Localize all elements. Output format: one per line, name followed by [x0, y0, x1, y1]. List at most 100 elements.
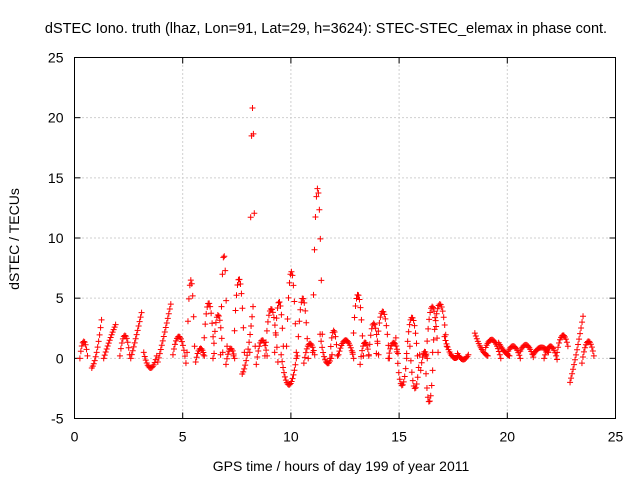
- data-point: [100, 355, 107, 362]
- data-point: [167, 301, 174, 308]
- pass-arc: [406, 343, 423, 392]
- data-point: [423, 352, 430, 359]
- data-point: [556, 339, 563, 346]
- data-point: [215, 313, 222, 320]
- data-point: [401, 373, 408, 380]
- x-tick-label: 20: [500, 429, 516, 445]
- data-point: [418, 359, 425, 366]
- data-point: [162, 324, 169, 331]
- data-point: [81, 339, 88, 346]
- data-point: [441, 322, 448, 329]
- x-tick-label: 0: [71, 429, 79, 445]
- data-point: [210, 333, 217, 340]
- pass-arc: [422, 351, 436, 405]
- data-point: [495, 348, 502, 355]
- data-point: [357, 304, 364, 311]
- data-point: [292, 320, 299, 327]
- pass-arc: [578, 338, 597, 367]
- data-point: [472, 333, 479, 340]
- data-point: [284, 315, 291, 322]
- data-point: [366, 341, 373, 348]
- data-point: [317, 331, 324, 338]
- data-point: [549, 344, 556, 351]
- data-point: [349, 349, 356, 356]
- pass-arc: [140, 349, 160, 372]
- data-point: [94, 344, 101, 351]
- data-point: [209, 355, 216, 362]
- data-point: [125, 344, 132, 351]
- data-point: [383, 322, 390, 329]
- pass-arc: [246, 105, 259, 356]
- data-point: [567, 379, 574, 386]
- data-point: [328, 334, 335, 341]
- data-point: [302, 349, 309, 356]
- data-point: [410, 317, 417, 324]
- data-point: [433, 323, 440, 330]
- data-point: [280, 364, 287, 371]
- data-point: [431, 326, 438, 333]
- data-point: [163, 319, 170, 326]
- data-point: [571, 361, 578, 368]
- data-point: [471, 330, 478, 337]
- data-point: [218, 335, 225, 342]
- data-point: [496, 351, 503, 358]
- pass-arc: [335, 337, 357, 362]
- data-point: [441, 333, 448, 340]
- data-point: [222, 267, 229, 274]
- data-point: [261, 352, 268, 359]
- data-point: [169, 351, 176, 358]
- data-point: [190, 313, 197, 320]
- data-point: [279, 358, 286, 365]
- data-point: [364, 346, 371, 353]
- data-point: [138, 309, 145, 316]
- data-point: [241, 349, 248, 356]
- data-point: [234, 282, 241, 288]
- pass-arc: [423, 303, 442, 359]
- data-point: [304, 335, 311, 342]
- data-point: [118, 339, 125, 346]
- pass-arc: [271, 299, 287, 356]
- data-point: [348, 347, 355, 354]
- data-point: [587, 341, 594, 348]
- data-point: [218, 303, 225, 310]
- pass-arc: [209, 312, 226, 362]
- data-point: [224, 343, 231, 350]
- data-point: [84, 352, 91, 359]
- data-point: [409, 314, 416, 321]
- data-point: [262, 342, 269, 349]
- data-point: [402, 365, 409, 372]
- pass-arc: [278, 351, 300, 388]
- data-point: [311, 246, 318, 253]
- x-tick-label: 25: [608, 429, 624, 445]
- data-point: [576, 336, 583, 343]
- y-tick-label: -5: [51, 411, 64, 427]
- data-point: [321, 353, 328, 360]
- chart-title: dSTEC Iono. truth (lhaz, Lon=91, Lat=29,…: [45, 21, 607, 37]
- data-point: [442, 337, 449, 344]
- data-point: [579, 319, 586, 326]
- data-point: [201, 352, 208, 359]
- data-point: [223, 297, 230, 304]
- data-point: [350, 355, 357, 362]
- data-point: [568, 375, 575, 382]
- data-point: [289, 272, 296, 279]
- data-point: [517, 355, 524, 362]
- data-point: [101, 352, 108, 359]
- pass-arc: [230, 276, 248, 359]
- data-point: [570, 366, 577, 373]
- data-point: [277, 303, 284, 310]
- data-point: [426, 398, 433, 405]
- data-point: [407, 357, 414, 364]
- data-point: [355, 292, 362, 299]
- data-point: [157, 346, 164, 353]
- data-point: [541, 355, 548, 362]
- data-point: [286, 381, 293, 388]
- axis-ticks: 0 5 10 15 20 25 -5 0 5 10 15 20 25: [48, 50, 624, 445]
- data-point: [562, 336, 569, 343]
- data-point: [220, 254, 227, 261]
- data-point: [76, 355, 83, 362]
- data-point: [423, 370, 430, 377]
- data-point: [160, 333, 167, 340]
- data-point: [251, 210, 258, 217]
